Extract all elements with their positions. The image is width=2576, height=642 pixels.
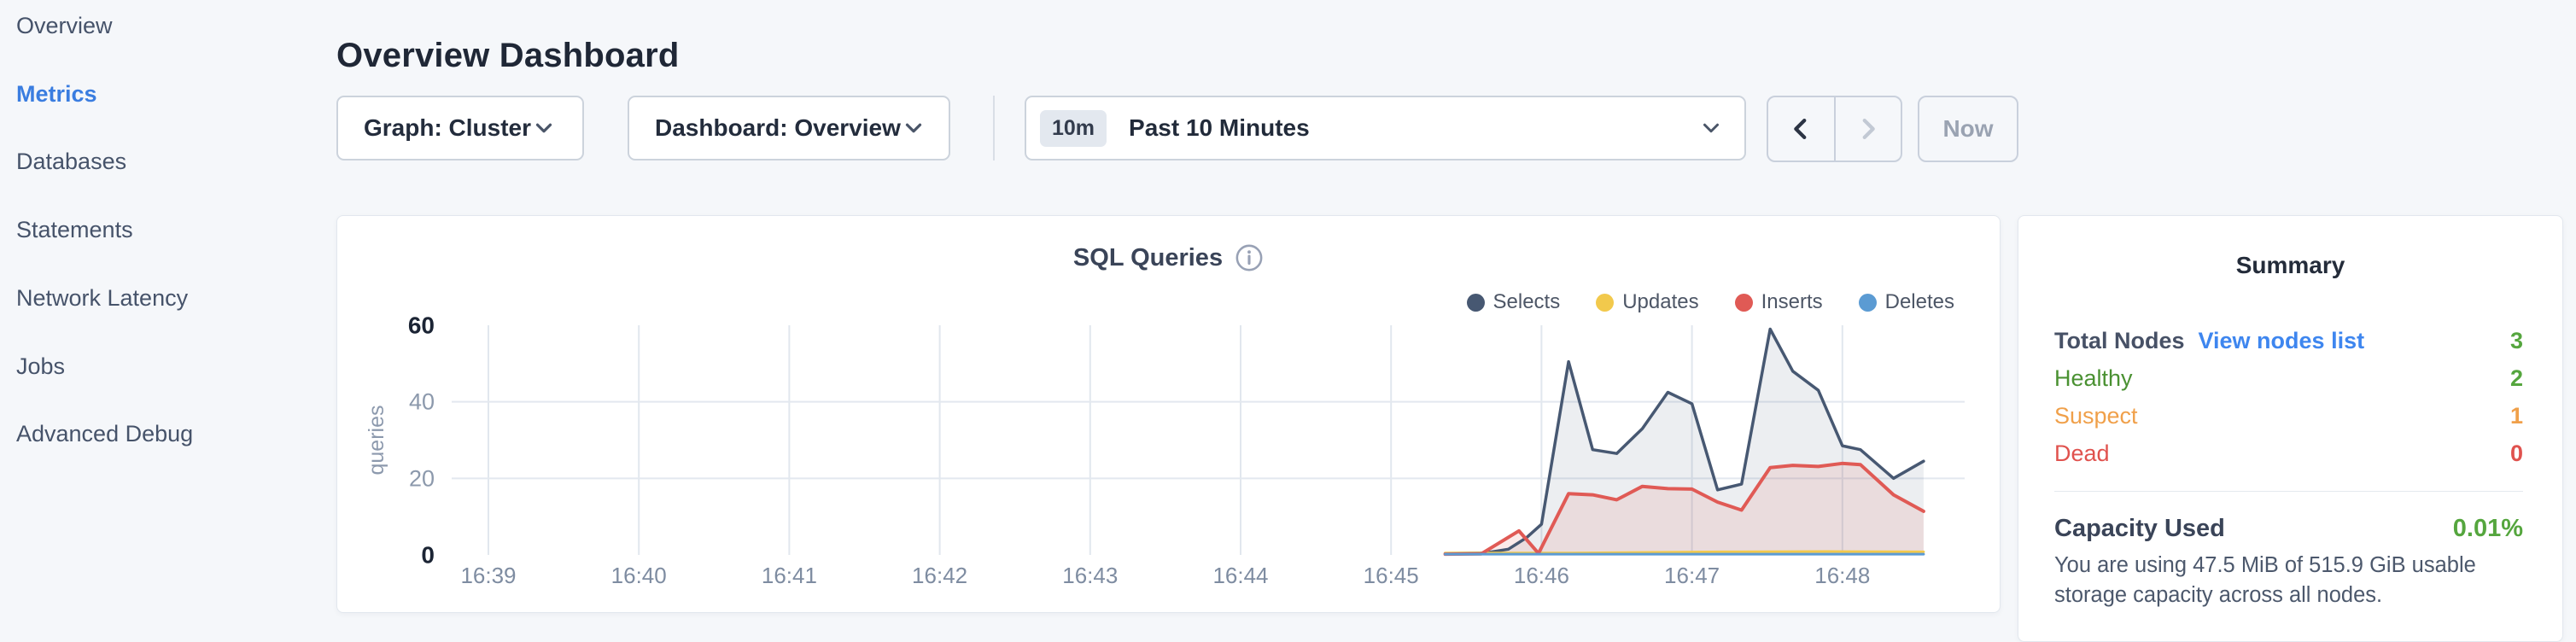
graph-dropdown-label: Graph: Cluster (364, 114, 532, 141)
summary-heading: Summary (2235, 252, 2345, 278)
previous-time-button[interactable] (1768, 97, 1834, 160)
sql-queries-chart: 0 20 40 60 16:39 16:40 16:41 16:42 16:43 16:44 16:… (365, 312, 1965, 589)
svg-text:16:47: 16:47 (1664, 563, 1720, 588)
chart-title: SQL Queries (1072, 243, 1224, 271)
legend-item-updates: Updates (1596, 290, 1699, 314)
now-button[interactable]: Now (1918, 96, 2018, 162)
legend-item-deletes: Deletes (1858, 290, 1954, 314)
svg-text:16:45: 16:45 (1364, 563, 1419, 588)
line-selects (1443, 327, 1925, 555)
summary-panel: Summary Total Nodes View nodes list 3 Healt… (2018, 215, 2563, 642)
graph-dropdown[interactable]: Graph: Cluster (336, 96, 584, 160)
chart-axis-labels: 0 20 40 60 16:39 16:40 16:41 16:42 16:43 16:44 16:… (365, 312, 1870, 589)
chart-series (1443, 327, 1925, 557)
time-step-buttons (1767, 96, 1902, 162)
legend-label: Deletes (1884, 290, 1954, 313)
legend-dot-deletes (1858, 293, 1877, 312)
summary-row-healthy: Healthy 2 (2054, 359, 2523, 397)
legend-item-selects: Selects (1466, 290, 1561, 314)
summary-row-label: Healthy (2054, 365, 2133, 391)
time-window-badge: 10m (1040, 109, 1107, 147)
sql-queries-chart-card: SQL Queries Selects Updates Inserts Deletes… (336, 215, 2001, 613)
sidebar-item-network-latency[interactable]: Network Latency (16, 284, 189, 311)
legend-item-inserts: Inserts (1734, 290, 1823, 314)
time-window-label: Past 10 Minutes (1129, 114, 1310, 141)
capacity-used-label: Capacity Used (2054, 514, 2225, 542)
summary-row-label: Suspect (2054, 402, 2138, 429)
page-title: Overview Dashboard (336, 36, 680, 74)
summary-divider (2054, 491, 2523, 492)
summary-row-label: Dead (2054, 440, 2110, 466)
svg-text:60: 60 (408, 312, 435, 339)
sidebar-item-jobs[interactable]: Jobs (16, 353, 66, 379)
svg-text:40: 40 (409, 389, 435, 415)
next-time-button[interactable] (1833, 97, 1901, 160)
svg-text:16:44: 16:44 (1212, 563, 1268, 588)
sidebar-item-overview[interactable]: Overview (16, 13, 113, 38)
summary-row-value: 2 (2509, 365, 2523, 391)
area-inserts (1445, 463, 1924, 555)
chevron-down-icon (535, 123, 552, 133)
view-nodes-list-link[interactable]: View nodes list (2198, 327, 2365, 353)
legend-label: Inserts (1761, 290, 1823, 313)
dashboard-dropdown-label: Dashboard: Overview (655, 114, 901, 141)
legend-dot-selects (1466, 293, 1485, 312)
summary-row-value: 3 (2509, 327, 2523, 353)
summary-row-total-nodes: Total Nodes View nodes list 3 (2054, 322, 2523, 359)
sidebar-item-metrics[interactable]: Metrics (16, 80, 97, 107)
chevron-right-icon (1862, 118, 1875, 140)
svg-text:16:43: 16:43 (1062, 563, 1118, 588)
svg-text:16:41: 16:41 (762, 563, 817, 588)
sidebar-nav: Overview Metrics Databases Statements Networ… (0, 0, 333, 623)
sidebar-item-databases[interactable]: Databases (16, 149, 127, 175)
summary-row-label: Total Nodes (2054, 327, 2185, 353)
svg-text:20: 20 (409, 465, 435, 491)
legend-dot-updates (1596, 293, 1615, 312)
svg-text:16:46: 16:46 (1514, 563, 1569, 588)
svg-text:16:40: 16:40 (611, 563, 667, 588)
legend-label: Updates (1622, 290, 1699, 313)
svg-text:16:48: 16:48 (1814, 563, 1870, 588)
chevron-left-icon (1794, 118, 1807, 140)
info-icon[interactable] (1235, 243, 1264, 272)
summary-rows: Total Nodes View nodes list 3 Healthy 2 Suspe… (2054, 322, 2523, 472)
summary-row-value: 0 (2509, 440, 2523, 466)
summary-row-suspect: Suspect 1 (2054, 397, 2523, 435)
summary-row-dead: Dead 0 (2054, 435, 2523, 472)
dashboard-dropdown[interactable]: Dashboard: Overview (628, 96, 950, 160)
sidebar-item-advanced-debug[interactable]: Advanced Debug (16, 421, 194, 447)
capacity-used-value: 0.01% (2452, 514, 2523, 542)
capacity-used-description: You are using 47.5 MiB of 515.9 GiB usab… (2054, 553, 2476, 607)
summary-row-value: 1 (2509, 402, 2523, 429)
controls-divider (993, 96, 995, 160)
svg-text:0: 0 (421, 542, 435, 569)
legend-dot-inserts (1734, 293, 1753, 312)
legend-label: Selects (1492, 290, 1561, 313)
svg-text:16:39: 16:39 (460, 563, 516, 588)
svg-text:16:42: 16:42 (912, 563, 967, 588)
chevron-down-icon (1703, 123, 1719, 133)
sidebar-item-statements[interactable]: Statements (16, 217, 133, 243)
chart-legend: Selects Updates Inserts Deletes (1466, 289, 1954, 315)
chevron-down-icon (905, 123, 921, 133)
y-axis-label: queries (365, 406, 388, 476)
time-window-dropdown[interactable]: 10m Past 10 Minutes (1025, 96, 1746, 160)
